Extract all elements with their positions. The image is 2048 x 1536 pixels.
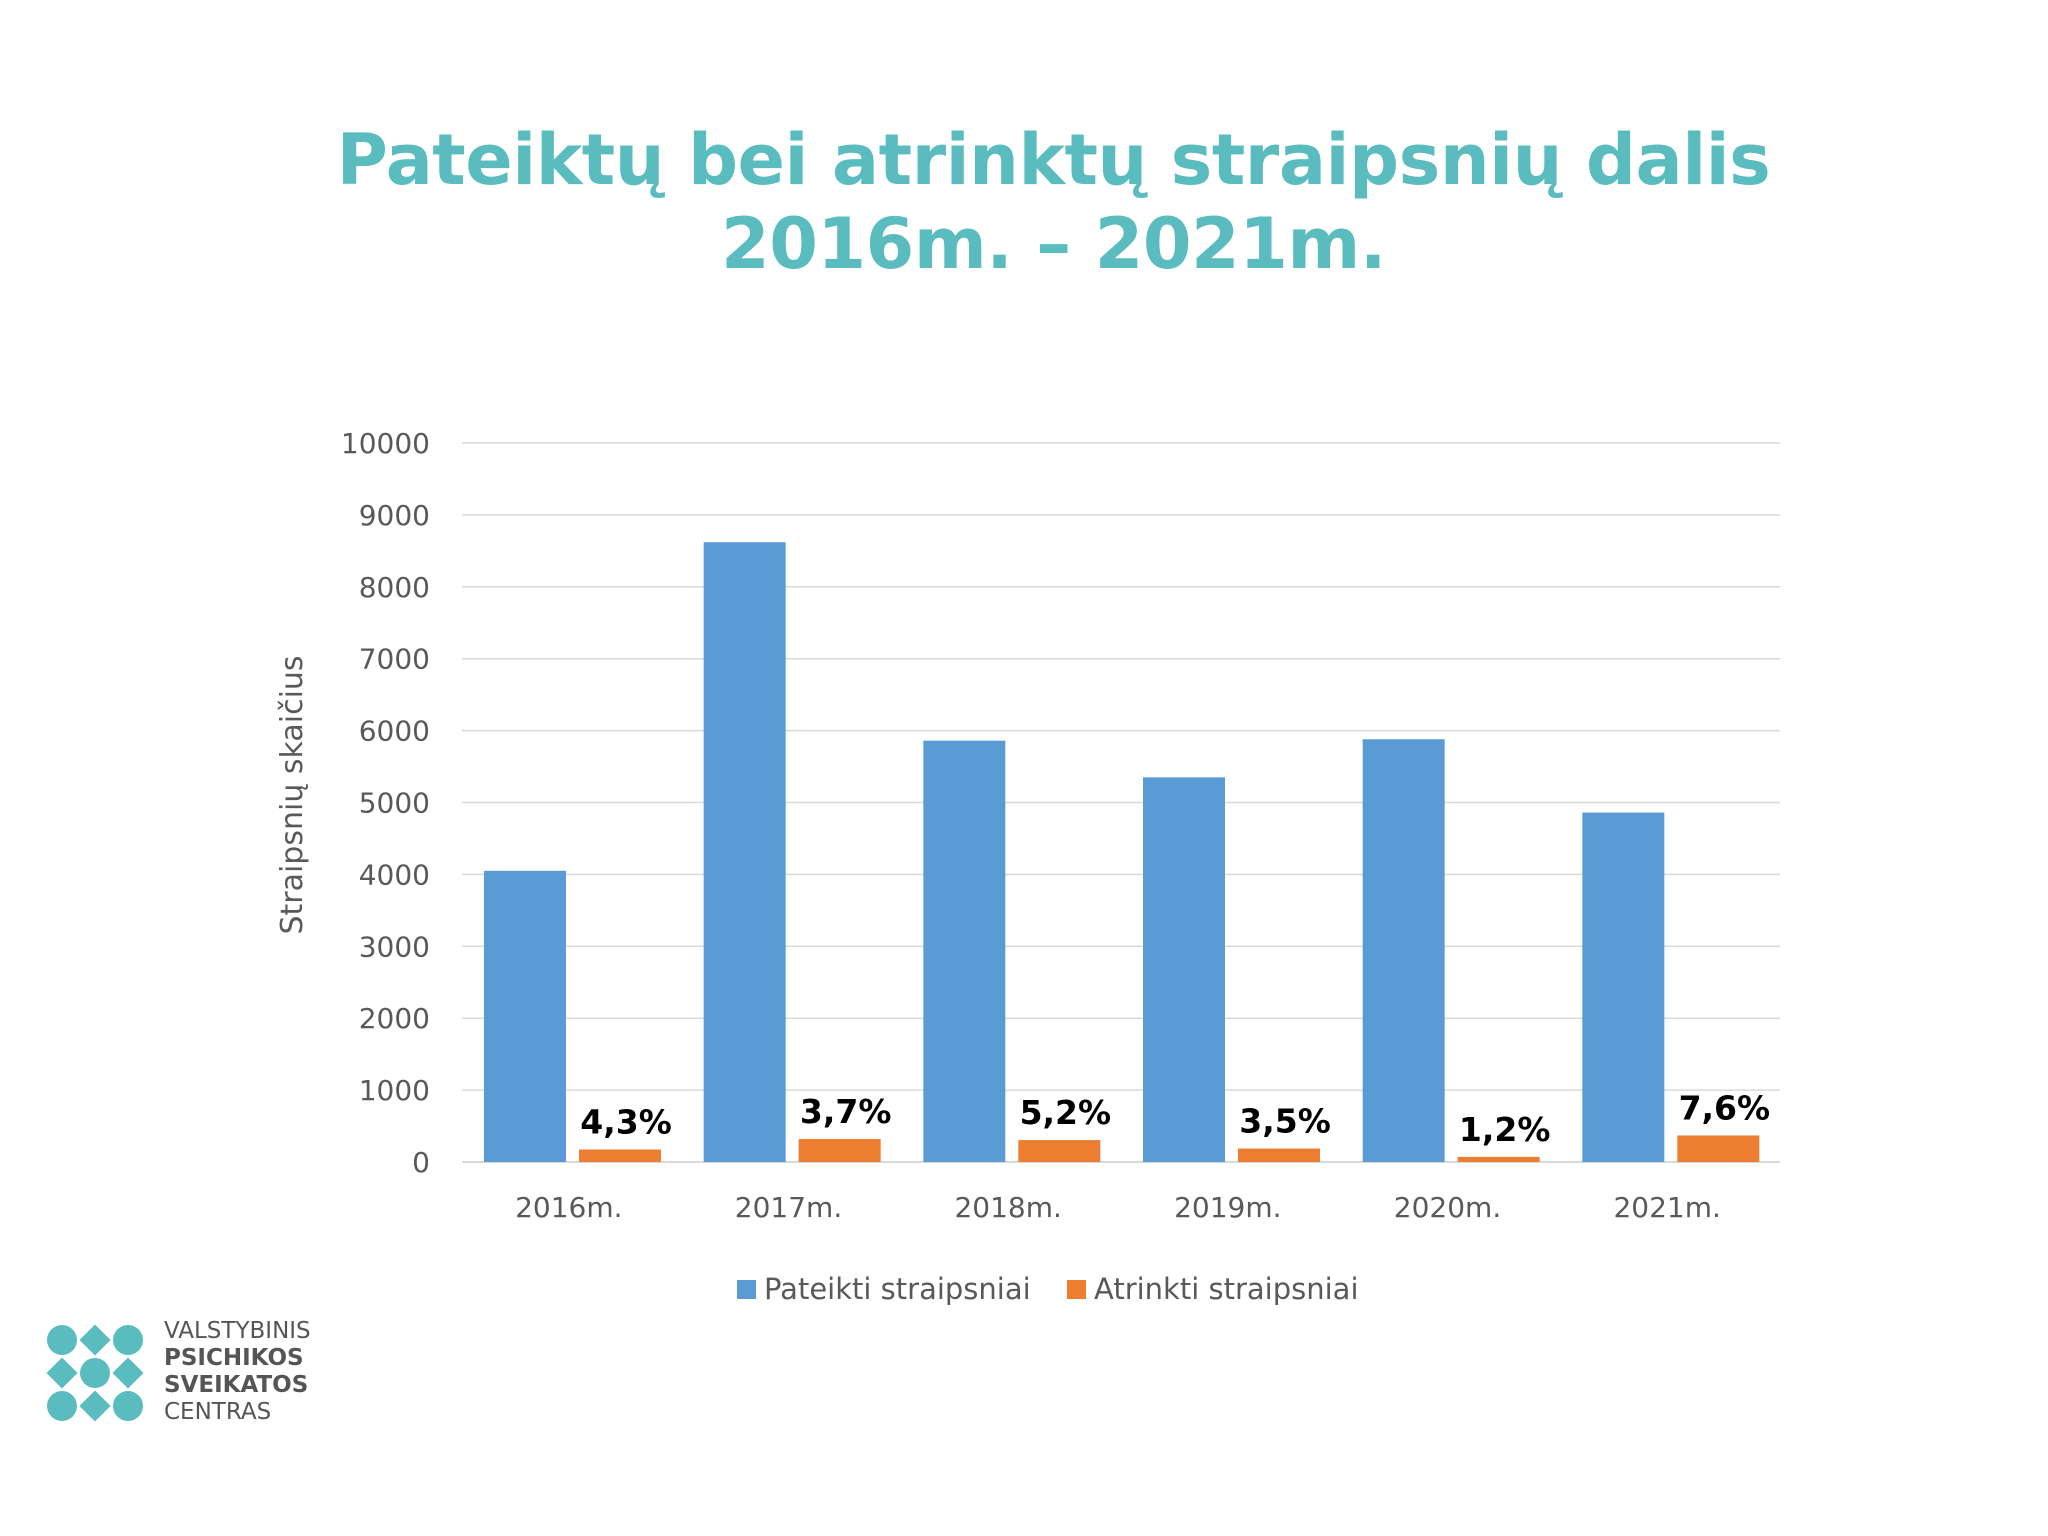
legend-swatch-pateikti [737, 1280, 756, 1299]
x-tick-label: 2021m. [1613, 1191, 1720, 1224]
bar-atrinkti-2020m. [1457, 1156, 1540, 1162]
logo-line-4: CENTRAS [164, 1399, 272, 1425]
data-label: 3,5% [1239, 1102, 1331, 1141]
y-tick-label: 8000 [359, 571, 430, 604]
y-tick-label: 6000 [359, 715, 430, 748]
data-label: 7,6% [1679, 1088, 1771, 1127]
bar-pateikti-2016m. [484, 870, 566, 1162]
bar-atrinkti-2017m. [798, 1139, 881, 1162]
logo-line-2: PSICHIKOS [164, 1345, 304, 1371]
bar-atrinkti-2019m. [1238, 1148, 1320, 1162]
legend-swatch-atrinkti [1067, 1280, 1086, 1299]
x-tick-label: 2017m. [735, 1191, 842, 1224]
logo-dot [47, 1325, 77, 1355]
y-tick-label: 10000 [341, 427, 430, 460]
title-line-1: Pateiktų bei atrinktų straipsnių dalis [336, 119, 1771, 201]
data-label: 1,2% [1459, 1110, 1551, 1149]
chart-title: Pateiktų bei atrinktų straipsnių dalis 2… [0, 118, 2048, 286]
y-tick-label: 7000 [359, 643, 430, 676]
x-tick-label: 2020m. [1394, 1191, 1501, 1224]
bar-atrinkti-2016m. [579, 1149, 661, 1162]
logo-dot [47, 1391, 77, 1421]
bar-atrinkti-2021m. [1677, 1135, 1760, 1162]
legend-label-pateikti: Pateikti straipsniai [764, 1272, 1031, 1306]
logo-dot [80, 1358, 110, 1388]
data-label: 5,2% [1020, 1093, 1112, 1132]
bar-pateikti-2021m. [1582, 812, 1665, 1162]
logo-dot [112, 1357, 144, 1389]
x-tick-label: 2016m. [515, 1191, 622, 1224]
logo: VALSTYBINIS PSICHIKOS SVEIKATOS CENTRAS [40, 1318, 340, 1428]
logo-line-3: SVEIKATOS [164, 1372, 309, 1398]
legend-label-atrinkti: Atrinkti straipsniai [1094, 1272, 1359, 1306]
logo-dot [79, 1390, 111, 1422]
bar-atrinkti-2018m. [1018, 1140, 1101, 1162]
y-tick-label: 3000 [359, 930, 430, 963]
x-tick-label: 2018m. [954, 1191, 1061, 1224]
bar-pateikti-2018m. [923, 740, 1006, 1162]
y-tick-label: 1000 [359, 1074, 430, 1107]
bar-pateikti-2020m. [1362, 739, 1445, 1162]
logo-line-1: VALSTYBINIS [164, 1318, 311, 1344]
y-tick-label: 9000 [359, 499, 430, 532]
bar-pateikti-2019m. [1143, 777, 1225, 1162]
logo-dot [113, 1325, 143, 1355]
data-label: 3,7% [800, 1092, 892, 1131]
y-axis-title: Straipsnių skaičius [275, 655, 310, 934]
y-tick-label: 4000 [359, 858, 430, 891]
logo-dot [79, 1324, 111, 1356]
y-tick-label: 0 [412, 1146, 430, 1179]
logo-mark-icon [46, 1324, 144, 1422]
y-tick-label: 2000 [359, 1002, 430, 1035]
logo-text: VALSTYBINIS PSICHIKOS SVEIKATOS CENTRAS [164, 1318, 311, 1426]
title-line-2: 2016m. – 2021m. [721, 203, 1386, 285]
data-label: 4,3% [580, 1102, 672, 1141]
x-tick-label: 2019m. [1174, 1191, 1281, 1224]
y-tick-label: 5000 [359, 787, 430, 820]
logo-dot [113, 1391, 143, 1421]
logo-dot [46, 1357, 78, 1389]
bar-pateikti-2017m. [703, 542, 786, 1162]
